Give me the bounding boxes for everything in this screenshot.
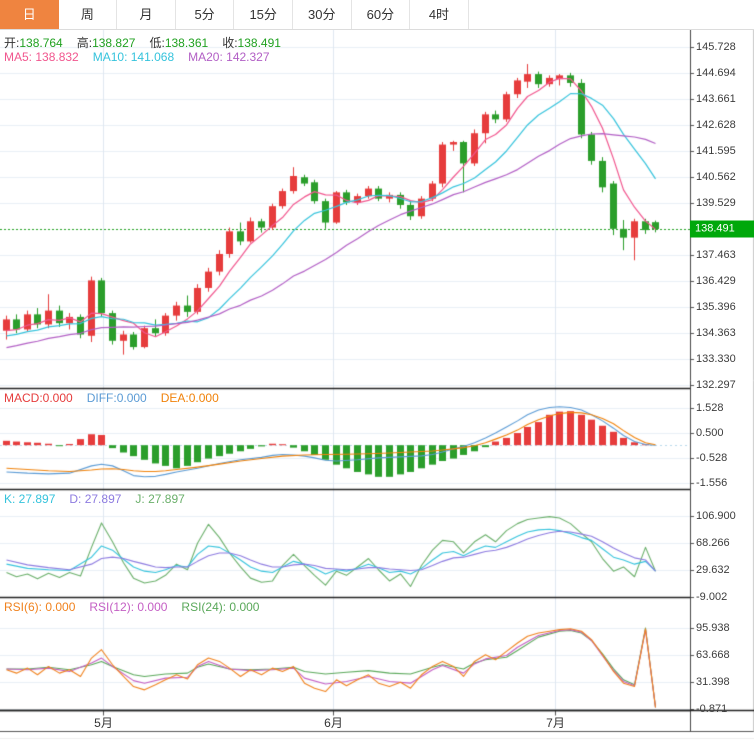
period-tabbar: 日周月 5分 15分 30分 60分 4时 <box>0 0 754 30</box>
rsi-tick-1: 63.668 <box>696 648 730 661</box>
tab-week[interactable]: 周 <box>58 0 118 29</box>
current-price-badge: 138.491 <box>690 220 754 238</box>
kdj-tick-2: 29.632 <box>696 564 730 576</box>
tab-5min[interactable]: 5分 <box>175 0 235 29</box>
rsi-tick-0: 95.938 <box>696 621 730 634</box>
price-tick-2: 143.661 <box>696 92 736 105</box>
rsi-tick-2: 31.398 <box>696 676 730 688</box>
tab-15min[interactable]: 15分 <box>234 0 293 29</box>
macd-tick-3: -1.556 <box>696 477 728 490</box>
price-tick-3: 142.628 <box>696 118 736 131</box>
price-tick-8: 136.429 <box>696 274 736 287</box>
price-tick-1: 144.694 <box>696 67 736 79</box>
macd-tick-0: 1.528 <box>696 402 724 415</box>
tab-60min[interactable]: 60分 <box>351 0 411 29</box>
kdj-tick-1: 68.266 <box>696 537 730 549</box>
kdj-tick-0: 106.900 <box>696 510 736 522</box>
price-tick-5: 140.562 <box>696 170 736 183</box>
price-tick-10: 134.363 <box>696 326 736 339</box>
tab-4hour[interactable]: 4时 <box>410 0 469 29</box>
chart-area: 开:138.764 高:138.827 低:138.361 收:138.491 MA5… <box>0 30 754 743</box>
month-label-0: 5月 <box>94 716 113 730</box>
price-tick-11: 133.330 <box>696 352 736 365</box>
price-tick-7: 137.463 <box>696 248 736 261</box>
price-tick-9: 135.396 <box>696 300 736 313</box>
price-tick-0: 145.728 <box>696 41 736 53</box>
month-label-1: 6月 <box>324 716 343 730</box>
month-label-2: 7月 <box>546 716 565 730</box>
tab-day[interactable]: 日 <box>0 0 59 29</box>
tab-30min[interactable]: 30分 <box>292 0 352 29</box>
price-tick-4: 141.595 <box>696 144 736 157</box>
chart-canvas[interactable] <box>0 30 754 743</box>
kdj-tick-3: -9.002 <box>696 590 728 603</box>
rsi-tick-3: -0.871 <box>696 702 728 715</box>
price-tick-12: 132.297 <box>696 378 736 391</box>
macd-tick-2: -0.528 <box>696 452 728 465</box>
price-tick-6: 139.529 <box>696 196 736 209</box>
tab-month[interactable]: 月 <box>117 0 176 29</box>
macd-tick-1: 0.500 <box>696 427 724 440</box>
